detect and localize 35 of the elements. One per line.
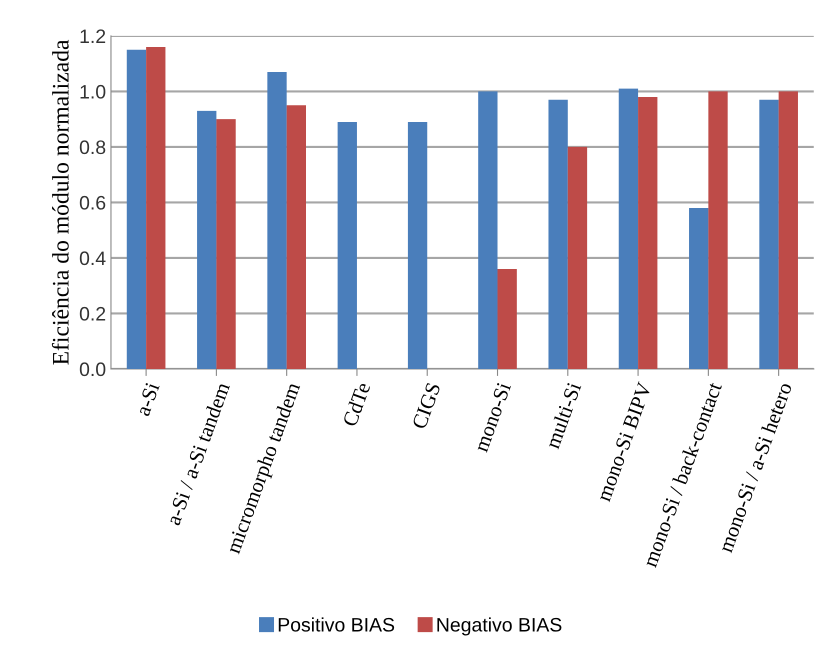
bar (267, 72, 287, 369)
bar (548, 100, 568, 369)
x-tick-label: a-Si (136, 381, 160, 417)
y-tick-label: 0.2 (80, 306, 106, 321)
bar (778, 91, 798, 369)
y-tick-label: 0.8 (80, 140, 106, 154)
bar (568, 146, 588, 369)
y-tick-label: 1.2 (80, 29, 106, 43)
x-tick-label: CdTe (342, 381, 370, 428)
x-tick-label: mono-Si (474, 381, 512, 453)
bar (498, 269, 517, 369)
bar (146, 47, 166, 369)
bar (759, 100, 779, 369)
legend-label: Positivo BIAS (278, 617, 394, 632)
bar (216, 119, 236, 369)
y-tick-label: 0.6 (80, 196, 106, 210)
bar (618, 88, 638, 369)
y-axis-title: Eficiência do módulo normalizada (52, 40, 69, 365)
x-tick-label: a-Si / a-Si tandem (165, 381, 230, 526)
bar (708, 91, 728, 369)
y-tick-label: 0.4 (80, 251, 106, 266)
y-tick-label: 1.0 (80, 84, 106, 99)
legend-label: Negativo BIAS (437, 617, 562, 636)
bar (689, 208, 708, 369)
bar (197, 110, 216, 369)
bar (408, 122, 428, 369)
x-tick-label: mono-Si BIPV (596, 381, 652, 502)
bar (286, 105, 306, 369)
x-tick-label: CIGS (412, 382, 441, 430)
bar (638, 96, 658, 369)
bar (338, 122, 357, 369)
bar (478, 91, 498, 369)
x-tick-label: multi-Si (544, 381, 582, 450)
y-tick-label: 0.0 (80, 362, 106, 376)
bar (126, 50, 146, 369)
